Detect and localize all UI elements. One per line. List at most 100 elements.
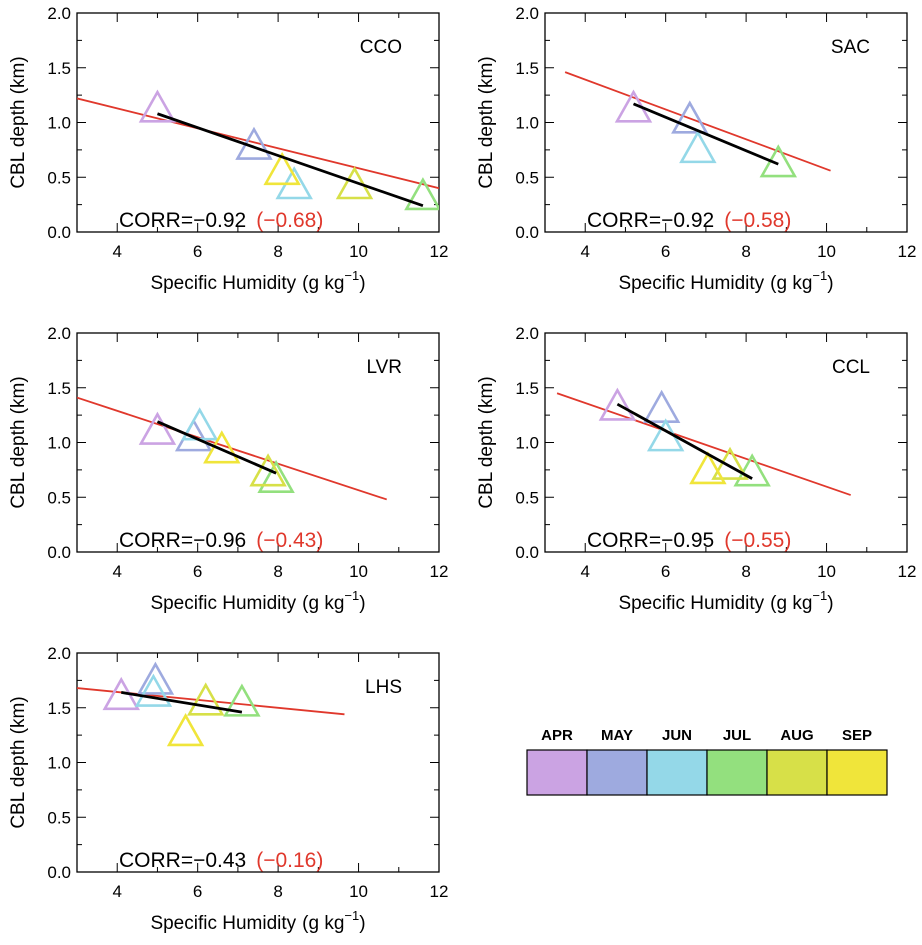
y-tick-label: 1.5 bbox=[515, 379, 539, 398]
black-fit-line bbox=[632, 102, 779, 166]
x-axis-label-close: ) bbox=[827, 273, 833, 294]
x-axis-label-name: Specific Humidity bbox=[150, 273, 296, 294]
correlation-label: CORR=−0.92 (−0.68) bbox=[119, 209, 323, 232]
legend-label-aug: AUG bbox=[780, 727, 813, 744]
y-tick-label: 0.0 bbox=[47, 543, 71, 562]
point-may bbox=[642, 389, 681, 423]
x-tick-label: 4 bbox=[112, 242, 121, 261]
point-sep bbox=[166, 713, 205, 747]
y-tick-label: 1.0 bbox=[47, 114, 71, 133]
correlation-secondary-value: (−0.68) bbox=[256, 209, 323, 232]
point-aug bbox=[186, 682, 225, 716]
y-tick-label: 1.0 bbox=[47, 754, 71, 773]
x-tick-label: 8 bbox=[741, 242, 750, 261]
legend-swatch-jun bbox=[646, 749, 708, 796]
correlation-secondary-value: (−0.58) bbox=[724, 209, 791, 232]
y-tick-label: 2.0 bbox=[515, 4, 539, 23]
red-fit-line bbox=[564, 71, 831, 172]
y-tick-label: 0.5 bbox=[515, 168, 539, 187]
red-fit-line bbox=[556, 392, 851, 496]
point-sep bbox=[203, 430, 241, 464]
point-jul bbox=[223, 683, 261, 717]
station-label: SAC bbox=[831, 37, 870, 58]
y-tick-label: 1.5 bbox=[47, 59, 71, 78]
legend-label-jul: JUL bbox=[723, 727, 751, 744]
x-tick-label: 8 bbox=[273, 242, 282, 261]
point-may bbox=[136, 661, 175, 695]
x-axis-label: Specific Humidity (g kg−1) bbox=[618, 588, 833, 614]
legend-label-may: MAY bbox=[601, 727, 633, 744]
y-tick-label: 2.0 bbox=[47, 644, 71, 663]
x-axis-label-close: ) bbox=[359, 593, 365, 614]
legend-label-apr: APR bbox=[541, 727, 573, 744]
station-label: LVR bbox=[366, 357, 402, 378]
legend-label-jun: JUN bbox=[662, 727, 692, 744]
point-aug bbox=[335, 166, 374, 200]
panel-ccl: 4 6 8 10 12 0.0 0.5 1.0 1.5 2.0 CBL depth (km) Spec… bbox=[476, 324, 916, 614]
y-axis-label: CBL depth (km) bbox=[476, 56, 497, 188]
y-tick-label: 2.0 bbox=[515, 324, 539, 343]
x-axis-label: Specific Humidity (g kg−1) bbox=[150, 588, 365, 614]
point-sep bbox=[689, 451, 727, 485]
black-fit-line bbox=[121, 691, 243, 714]
x-axis-label-name: Specific Humidity bbox=[150, 593, 296, 614]
x-axis-label-name: Specific Humidity bbox=[618, 593, 764, 614]
y-tick-label: 1.0 bbox=[515, 114, 539, 133]
x-tick-label: 6 bbox=[193, 242, 202, 261]
point-apr bbox=[138, 89, 177, 123]
data-layer bbox=[77, 89, 439, 211]
x-tick-label: 8 bbox=[741, 562, 750, 581]
panel-lvr: 4 6 8 10 12 0.0 0.5 1.0 1.5 2.0 CBL depth (km) Spec… bbox=[8, 324, 448, 614]
x-tick-label: 10 bbox=[349, 882, 368, 901]
y-tick-label: 0.0 bbox=[47, 863, 71, 882]
station-label: LHS bbox=[365, 677, 402, 698]
data-layer bbox=[77, 661, 345, 747]
data-layer bbox=[556, 387, 851, 496]
x-tick-label: 8 bbox=[273, 562, 282, 581]
y-tick-label: 2.0 bbox=[47, 324, 71, 343]
x-tick-label: 6 bbox=[193, 562, 202, 581]
x-tick-label: 4 bbox=[580, 562, 589, 581]
x-tick-label: 12 bbox=[898, 242, 917, 261]
x-tick-label: 10 bbox=[349, 562, 368, 581]
y-axis-label: CBL depth (km) bbox=[8, 56, 29, 188]
correlation-value: CORR=−0.92 bbox=[119, 209, 246, 232]
x-axis-label: Specific Humidity (g kg−1) bbox=[618, 268, 833, 294]
x-axis-label-close: ) bbox=[359, 273, 365, 294]
correlation-secondary-value: (−0.55) bbox=[724, 529, 791, 552]
y-tick-label: 0.5 bbox=[515, 488, 539, 507]
y-tick-label: 0.5 bbox=[47, 168, 71, 187]
y-tick-label: 2.0 bbox=[47, 4, 71, 23]
correlation-value: CORR=−0.43 bbox=[119, 849, 246, 872]
correlation-secondary-value: (−0.43) bbox=[256, 529, 323, 552]
x-tick-label: 4 bbox=[112, 882, 121, 901]
x-tick-label: 10 bbox=[817, 562, 836, 581]
x-tick-label: 8 bbox=[273, 882, 282, 901]
x-axis-label-unit: (g kg bbox=[770, 273, 812, 294]
legend-label-sep: SEP bbox=[842, 727, 872, 744]
point-aug bbox=[249, 453, 287, 487]
correlation-value: CORR=−0.96 bbox=[119, 529, 246, 552]
x-tick-label: 12 bbox=[430, 882, 449, 901]
station-label: CCO bbox=[360, 37, 402, 58]
y-axis-label: CBL depth (km) bbox=[476, 376, 497, 508]
y-tick-label: 0.0 bbox=[515, 223, 539, 242]
y-tick-label: 0.0 bbox=[47, 223, 71, 242]
point-jul bbox=[404, 177, 439, 211]
x-axis-label-unit: (g kg bbox=[302, 913, 344, 934]
x-tick-label: 12 bbox=[430, 562, 449, 581]
month-legend: APR MAY JUN JUL AUG SEP bbox=[526, 727, 888, 796]
point-jul bbox=[257, 459, 295, 494]
point-jun bbox=[134, 673, 173, 707]
legend-swatch-apr bbox=[526, 749, 588, 796]
x-axis-label-exponent: −1 bbox=[344, 588, 359, 603]
y-tick-label: 0.5 bbox=[47, 808, 71, 827]
legend-swatch-sep bbox=[826, 749, 888, 796]
x-tick-label: 4 bbox=[112, 562, 121, 581]
x-axis-label-unit: (g kg bbox=[302, 593, 344, 614]
x-tick-label: 4 bbox=[580, 242, 589, 261]
point-apr bbox=[614, 89, 653, 123]
point-apr bbox=[138, 411, 177, 445]
x-axis-label-unit: (g kg bbox=[302, 273, 344, 294]
